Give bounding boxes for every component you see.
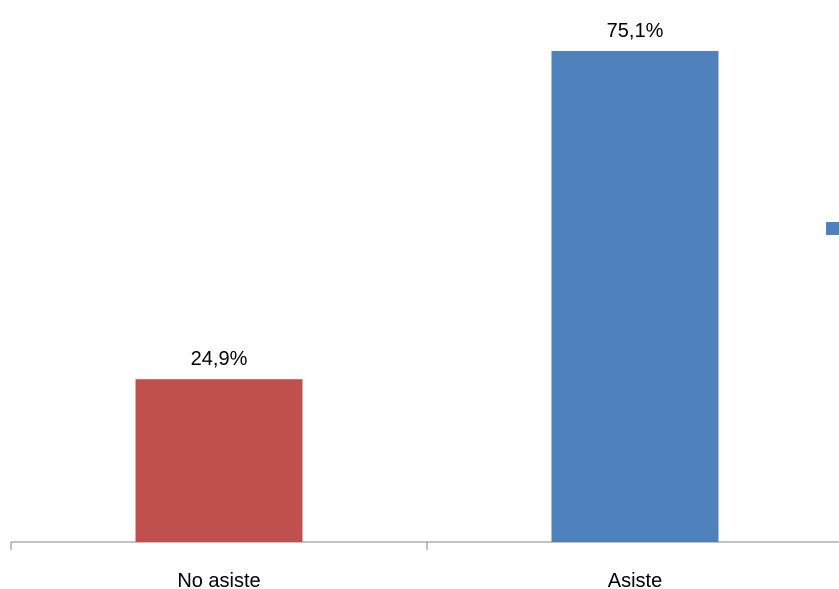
bar-0 (135, 379, 303, 542)
category-label-1: Asiste (608, 570, 662, 589)
bar-1 (551, 51, 719, 542)
legend-swatch (826, 222, 839, 235)
data-label-1: 75,1% (607, 20, 664, 42)
data-label-0: 24,9% (191, 348, 248, 370)
category-label-0: No asiste (177, 570, 260, 589)
